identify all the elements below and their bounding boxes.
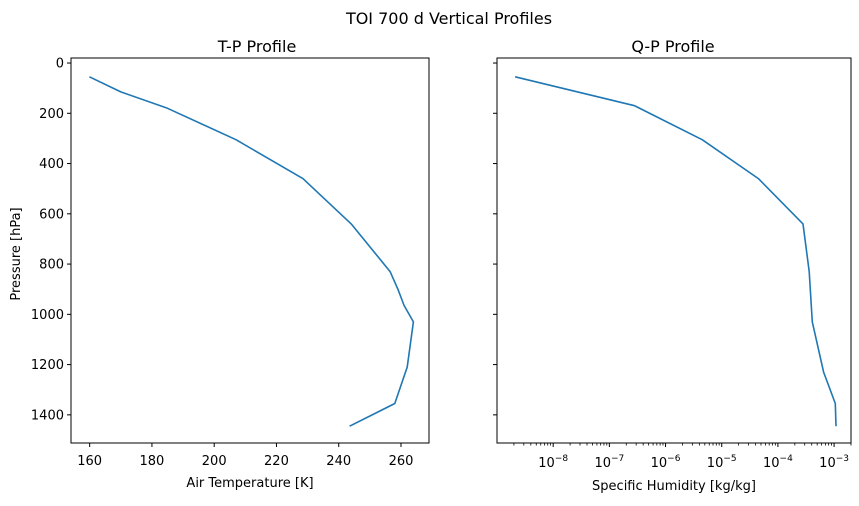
qp-profile-xtick-label: 10−3	[819, 454, 849, 471]
tp-profile-series-line	[89, 76, 415, 427]
figure-suptitle: TOI 700 d Vertical Profiles	[345, 9, 552, 28]
tp-profile-xtick-label: 160	[77, 454, 102, 469]
tp-profile-title: T-P Profile	[217, 37, 297, 56]
tp-profile-xtick-label: 240	[326, 454, 351, 469]
tp-profile-xtick-label: 200	[202, 454, 227, 469]
tp-profile-ytick-label: 600	[39, 207, 64, 222]
tp-profile-xtick-label: 220	[264, 454, 289, 469]
tp-profile-ticks: 0 200 400 600 800 1000 1200 1400 160 180 200 220 240…	[31, 57, 413, 469]
tp-profile-ylabel: Pressure [hPa]	[9, 207, 24, 300]
qp-profile-xtick-label: 10−8	[538, 454, 568, 471]
tp-profile-ytick-label: 1400	[31, 408, 64, 423]
tp-profile-axes-frame	[70, 57, 430, 444]
qp-profile-axes-frame	[496, 57, 852, 444]
qp-profile-xtick-label: 10−5	[707, 454, 737, 471]
qp-profile-lines	[514, 76, 837, 427]
tp-profile-lines	[89, 76, 415, 427]
qp-profile-panel: Q-P Profile 10−8 10−7 10−6 10−5 10−4 10−3 Spe…	[493, 37, 852, 494]
qp-profile-xtick-label: 10−7	[594, 454, 624, 471]
tp-profile-ytick-label: 0	[56, 57, 64, 72]
tp-profile-xtick-label: 260	[389, 454, 414, 469]
qp-profile-series-line	[514, 76, 837, 427]
tp-profile-ytick-label: 1000	[31, 308, 64, 323]
qp-profile-ticks: 10−8 10−7 10−6 10−5 10−4 10−3	[493, 62, 852, 471]
tp-profile-xlabel: Air Temperature [K]	[186, 476, 313, 491]
qp-profile-xtick-label: 10−6	[651, 454, 681, 471]
tp-profile-ytick-label: 1200	[31, 358, 64, 373]
qp-profile-xlabel: Specific Humidity [kg/kg]	[592, 479, 756, 494]
qp-profile-xtick-label: 10−4	[763, 454, 793, 471]
tp-profile-ytick-label: 800	[39, 258, 64, 273]
tp-profile-panel: T-P Profile 0 200 400 600 800 1000 1200 1400 160…	[9, 37, 430, 491]
tp-profile-ytick-label: 200	[39, 107, 64, 122]
tp-profile-xtick-label: 180	[140, 454, 165, 469]
tp-profile-ytick-label: 400	[39, 157, 64, 172]
qp-profile-title: Q-P Profile	[631, 37, 714, 56]
